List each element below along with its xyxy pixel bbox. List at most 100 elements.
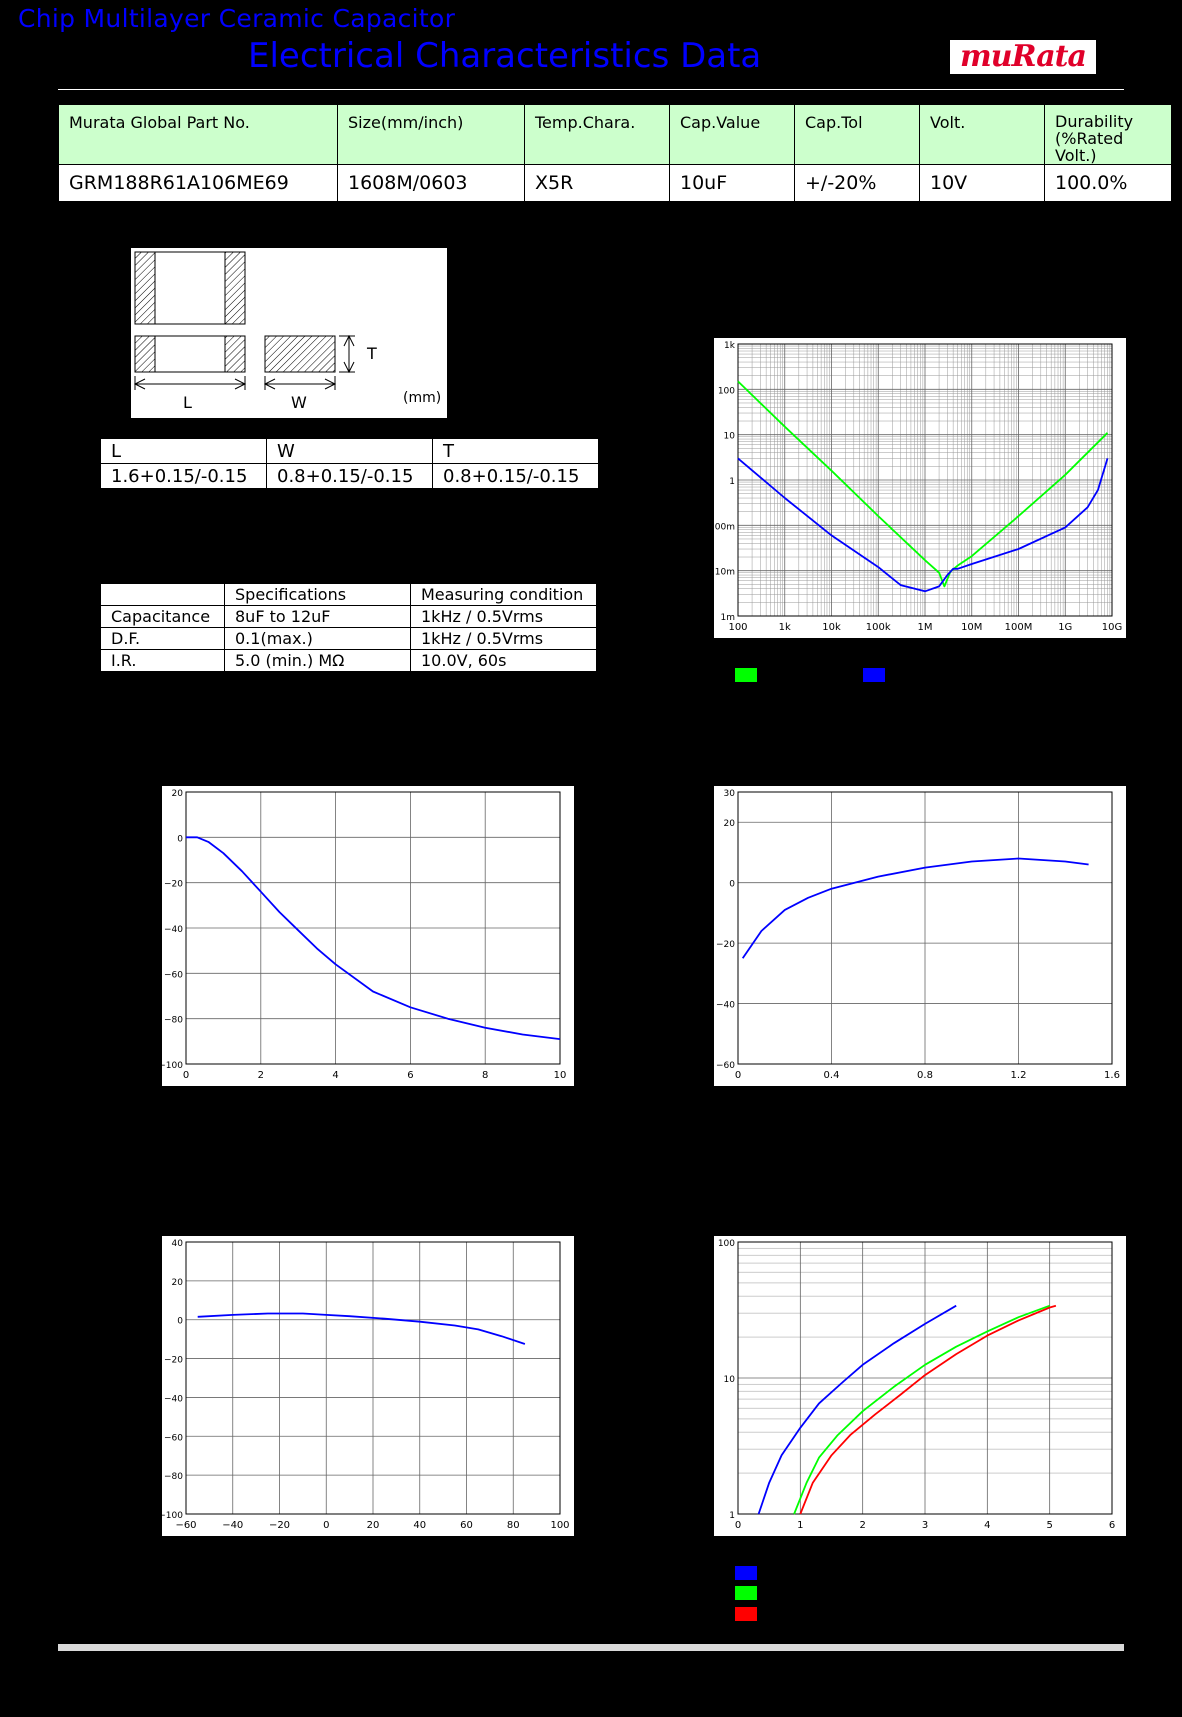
meas-spec: 5.0 (min.) MΩ (224, 649, 411, 672)
value-volt: 10V (919, 164, 1045, 202)
document-title: Chip Multilayer Ceramic Capacitor (18, 4, 456, 33)
footer-divider (58, 1644, 1124, 1651)
y-tick-label: 1k (724, 341, 736, 351)
series-line (793, 1304, 1051, 1515)
legend-swatch-green (735, 668, 757, 682)
header-durability: Durability (%Rated Volt.) (1044, 104, 1172, 165)
series-line (757, 1304, 957, 1515)
legend-swatch-red (735, 1607, 757, 1621)
x-tick-label: 40 (413, 1520, 426, 1531)
x-tick-label: 8 (482, 1070, 488, 1081)
header-volt: Volt. (919, 104, 1045, 165)
y-tick-label: −60 (716, 1061, 735, 1071)
dim-header-t: T (432, 438, 599, 464)
measuring-table: Specifications Measuring condition Capac… (100, 583, 597, 672)
y-tick-label: 1 (729, 1511, 735, 1521)
x-tick-label: 1 (797, 1520, 803, 1531)
header-temp: Temp.Chara. (524, 104, 670, 165)
meas-cond: 1kHz / 0.5Vrms (410, 627, 597, 650)
x-tick-label: 100 (550, 1520, 569, 1531)
plot-frame (185, 1241, 561, 1515)
ac-voltage-chart-svg: 0 0.4 0.8 1.2 1.6 30 20 0 −20 −40 −60 (716, 789, 1120, 1081)
x-tick-label: 0.8 (917, 1070, 933, 1081)
value-tol: +/-20% (794, 164, 920, 202)
label-mm: (mm) (403, 390, 441, 406)
x-tick-label: 60 (460, 1520, 473, 1531)
header-size: Size(mm/inch) (337, 104, 525, 165)
dc-bias-chart-svg: 0 2 4 6 8 10 20 0 −20 −40 −60 −80 −100 (162, 789, 567, 1081)
plot-frame (737, 1241, 1113, 1515)
x-tick-label: 0.4 (824, 1070, 840, 1081)
durability-sub: (%Rated Volt.) (1055, 129, 1124, 165)
temperature-chart-svg: −60 −40 −20 0 20 40 60 80 100 40 20 0 −20 −40 −60 −80 −1… (162, 1239, 570, 1531)
x-tick-label: 1M (918, 622, 933, 633)
value-durability: 100.0% (1044, 164, 1172, 202)
x-tick-label: 4 (332, 1070, 338, 1081)
measuring-row: Capacitance 8uF to 12uF 1kHz / 0.5Vrms (100, 605, 597, 628)
meas-item: Capacitance (100, 605, 225, 628)
y-tick-label: −40 (716, 1001, 735, 1011)
y-tick-label: 0 (177, 834, 183, 844)
part-table-header-row: Murata Global Part No. Size(mm/inch) Tem… (58, 104, 1172, 165)
x-tick-label: 1k (779, 622, 791, 633)
x-tick-label: 6 (407, 1070, 413, 1081)
part-table: Murata Global Part No. Size(mm/inch) Tem… (58, 104, 1172, 202)
meas-header-spec: Specifications (224, 583, 411, 606)
y-tick-label: 100 (718, 1239, 735, 1249)
x-tick-label: 10G (1102, 622, 1122, 633)
meas-item: I.R. (100, 649, 225, 672)
label-l: L (183, 393, 192, 412)
x-tick-label: 6 (1109, 1520, 1115, 1531)
value-part-no: GRM188R61A106ME69 (58, 164, 338, 202)
x-tick-label: 0 (183, 1070, 189, 1081)
dim-value-t: 0.8+0.15/-0.15 (432, 463, 599, 489)
plot-frame (737, 343, 1113, 617)
impedance-chart: 100 1k 10k 100k 1M 10M 100M 1G 10G 1m 10m 100m 1 10 10… (714, 338, 1126, 638)
x-tick-label: 2 (258, 1070, 264, 1081)
y-tick-label: −40 (164, 925, 183, 935)
label-w: W (291, 393, 307, 412)
y-tick-label: 20 (172, 1278, 184, 1288)
legend-swatch-blue (735, 1566, 757, 1580)
y-tick-label: −100 (162, 1061, 183, 1071)
plot-frame (737, 791, 1113, 1065)
series-line (737, 380, 1109, 588)
y-tick-label: 100 (718, 386, 735, 396)
x-tick-label: 10k (822, 622, 841, 633)
x-tick-label: −20 (269, 1520, 290, 1531)
meas-cond: 1kHz / 0.5Vrms (410, 605, 597, 628)
y-tick-label: −60 (164, 1433, 183, 1443)
x-tick-label: 0 (323, 1520, 329, 1531)
y-tick-label: −100 (162, 1511, 183, 1521)
x-tick-label: 5 (1046, 1520, 1052, 1531)
y-tick-label: 10 (724, 432, 736, 442)
x-tick-label: −60 (175, 1520, 196, 1531)
y-tick-label: 20 (724, 819, 736, 829)
y-tick-label: 30 (724, 789, 736, 799)
y-tick-label: 10m (715, 568, 735, 578)
header-cap-value: Cap.Value (669, 104, 795, 165)
part-table-value-row: GRM188R61A106ME69 1608M/0603 X5R 10uF +/… (58, 164, 1172, 202)
meas-header-blank (100, 583, 225, 606)
dimension-table: L W T 1.6+0.15/-0.15 0.8+0.15/-0.15 0.8+… (100, 438, 599, 489)
meas-header-cond: Measuring condition (410, 583, 597, 606)
x-tick-label: 3 (922, 1520, 928, 1531)
x-tick-label: −40 (222, 1520, 243, 1531)
x-tick-label: 1G (1058, 622, 1072, 633)
value-temp: X5R (524, 164, 670, 202)
y-tick-label: −20 (716, 940, 735, 950)
x-tick-label: 100 (728, 622, 747, 633)
ac-voltage-chart: 0 0.4 0.8 1.2 1.6 30 20 0 −20 −40 −60 (714, 786, 1126, 1086)
meas-spec: 8uF to 12uF (224, 605, 411, 628)
y-tick-label: −60 (164, 970, 183, 980)
x-tick-label: 1.6 (1104, 1070, 1120, 1081)
y-tick-label: −40 (164, 1394, 183, 1404)
x-tick-label: 10 (554, 1070, 567, 1081)
header-cap-tol: Cap.Tol (794, 104, 920, 165)
x-tick-label: 20 (367, 1520, 380, 1531)
y-tick-label: 20 (172, 789, 184, 799)
y-tick-label: 40 (172, 1239, 184, 1249)
x-tick-label: 100k (866, 622, 891, 633)
temperature-chart: −60 −40 −20 0 20 40 60 80 100 40 20 0 −20 −40 −60 −80 −1… (162, 1236, 574, 1536)
